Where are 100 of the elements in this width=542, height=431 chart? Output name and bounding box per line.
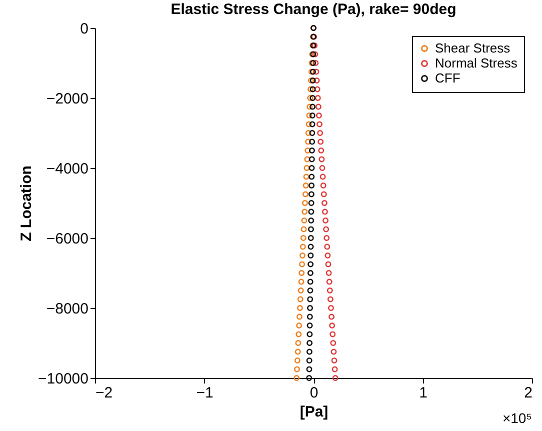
point [296, 322, 302, 328]
point [330, 331, 336, 338]
point [306, 348, 312, 355]
point [308, 208, 314, 215]
point [294, 366, 300, 372]
point [306, 358, 312, 364]
point [316, 112, 322, 118]
point [307, 270, 314, 276]
point [330, 340, 336, 346]
point [316, 121, 323, 128]
y-tick-label: −10000 [38, 370, 88, 388]
point [304, 165, 310, 171]
point [303, 174, 310, 180]
point [326, 288, 333, 294]
point [309, 130, 316, 136]
point [300, 235, 306, 241]
point [298, 288, 304, 294]
x-tick-label: −2 [96, 384, 113, 402]
point [309, 112, 316, 118]
point [313, 68, 320, 75]
point [308, 182, 315, 188]
point [332, 375, 338, 381]
point [308, 226, 314, 232]
point [302, 182, 309, 188]
point [296, 331, 302, 338]
point [304, 156, 310, 162]
point [306, 340, 313, 346]
y-axis-title: Z Location [18, 166, 36, 242]
point [307, 296, 314, 302]
point [310, 104, 316, 110]
point [319, 165, 326, 171]
point [324, 235, 330, 241]
y-tick-label: −2000 [46, 90, 88, 108]
point [304, 148, 311, 154]
point [325, 261, 332, 268]
legend-label: Normal Stress [435, 56, 518, 70]
point [296, 314, 303, 320]
x-tick-label: 1 [419, 384, 428, 402]
point [309, 138, 316, 145]
point [307, 95, 314, 101]
point [300, 244, 306, 250]
point [308, 174, 315, 180]
point [322, 208, 328, 215]
point [324, 252, 331, 258]
point [308, 218, 314, 224]
point [294, 358, 300, 364]
point [308, 244, 314, 250]
point [321, 200, 328, 206]
point [324, 244, 330, 250]
point [309, 121, 316, 128]
point [320, 174, 326, 180]
point [296, 305, 303, 311]
point [308, 252, 314, 258]
point [318, 148, 324, 154]
point [322, 218, 329, 224]
x-axis-title: [Pa] [300, 404, 328, 420]
point [314, 78, 320, 84]
point [302, 191, 308, 198]
point [308, 261, 314, 268]
point [308, 191, 314, 198]
point [299, 252, 306, 258]
point [320, 182, 326, 188]
point [326, 270, 332, 276]
point [306, 104, 313, 110]
point [297, 296, 304, 302]
point [314, 95, 321, 101]
point [295, 340, 302, 346]
point [323, 226, 330, 232]
point [300, 226, 307, 232]
y-tick-label: −8000 [46, 300, 88, 318]
point [302, 200, 308, 206]
point [305, 138, 312, 145]
point [306, 322, 313, 328]
point [306, 314, 313, 320]
point [317, 130, 324, 136]
point [301, 218, 308, 224]
y-tick-label: 0 [80, 20, 88, 38]
point [308, 200, 314, 206]
point [308, 148, 315, 154]
point [330, 348, 337, 355]
point [318, 156, 325, 162]
point [307, 305, 313, 311]
point [306, 121, 312, 128]
legend-label: CFF [435, 70, 460, 86]
x-tick-label: 0 [310, 384, 318, 402]
point [294, 375, 300, 381]
point [298, 270, 305, 276]
point [308, 156, 315, 162]
point [318, 138, 324, 145]
point [315, 104, 322, 110]
point [294, 348, 301, 355]
point [298, 278, 304, 285]
x-tick-label: 2 [524, 384, 532, 402]
point [307, 278, 314, 285]
point [308, 165, 315, 171]
point [308, 235, 314, 241]
point [332, 366, 338, 372]
point [306, 366, 312, 372]
y-tick-label: −6000 [46, 230, 88, 248]
point [299, 261, 306, 268]
